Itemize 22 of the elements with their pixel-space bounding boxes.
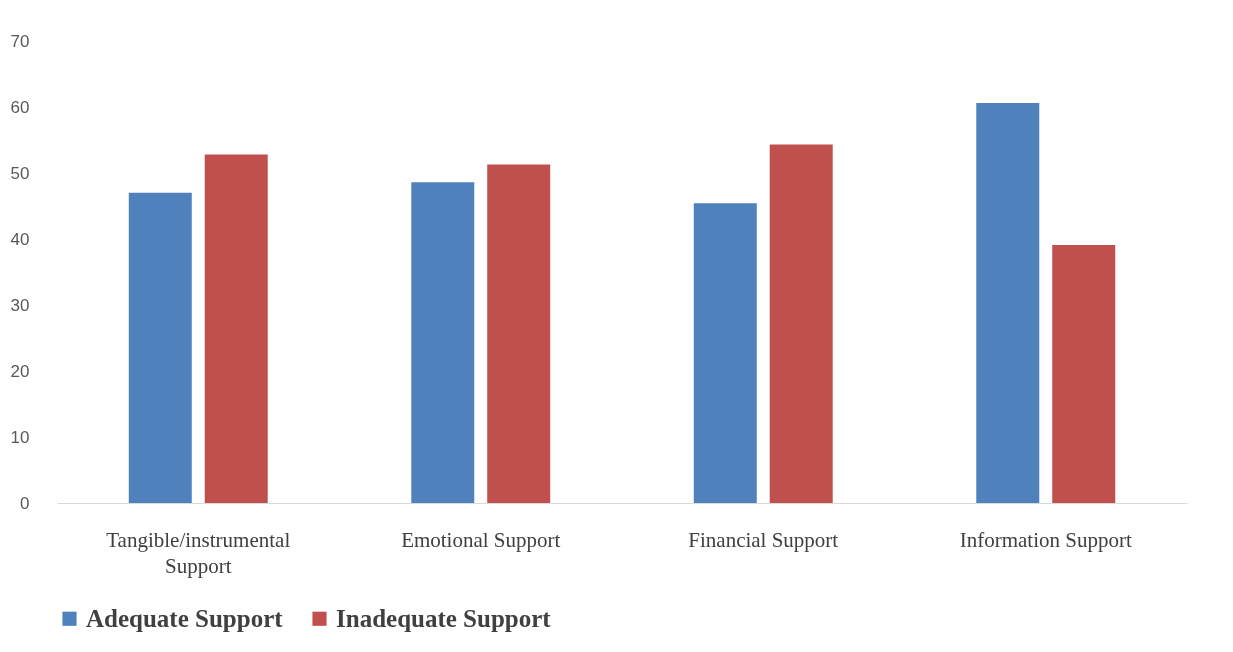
x-tick-label: Financial Support bbox=[688, 527, 839, 552]
bar bbox=[204, 154, 268, 503]
bar bbox=[411, 182, 475, 503]
y-tick-label: 10 bbox=[10, 427, 30, 447]
legend-label: Inadequate Support bbox=[336, 604, 552, 632]
bar bbox=[487, 164, 551, 503]
y-tick-label: 40 bbox=[10, 229, 30, 249]
bar bbox=[1052, 244, 1116, 503]
y-tick-label: 20 bbox=[10, 361, 30, 381]
bar bbox=[128, 192, 192, 503]
y-tick-label: 0 bbox=[20, 493, 30, 513]
bar bbox=[769, 144, 833, 503]
x-tick-label: Tangible/instrumental Support bbox=[106, 527, 291, 578]
legend-label: Adequate Support bbox=[86, 604, 284, 632]
bar bbox=[976, 103, 1040, 503]
x-tick-label: Information Support bbox=[959, 527, 1132, 552]
y-tick-label: 60 bbox=[10, 97, 30, 117]
y-tick-label: 70 bbox=[10, 31, 30, 51]
y-tick-label: 30 bbox=[10, 295, 30, 315]
bar bbox=[693, 203, 757, 503]
x-tick-label: Emotional Support bbox=[401, 527, 561, 552]
y-tick-label: 50 bbox=[10, 163, 30, 183]
